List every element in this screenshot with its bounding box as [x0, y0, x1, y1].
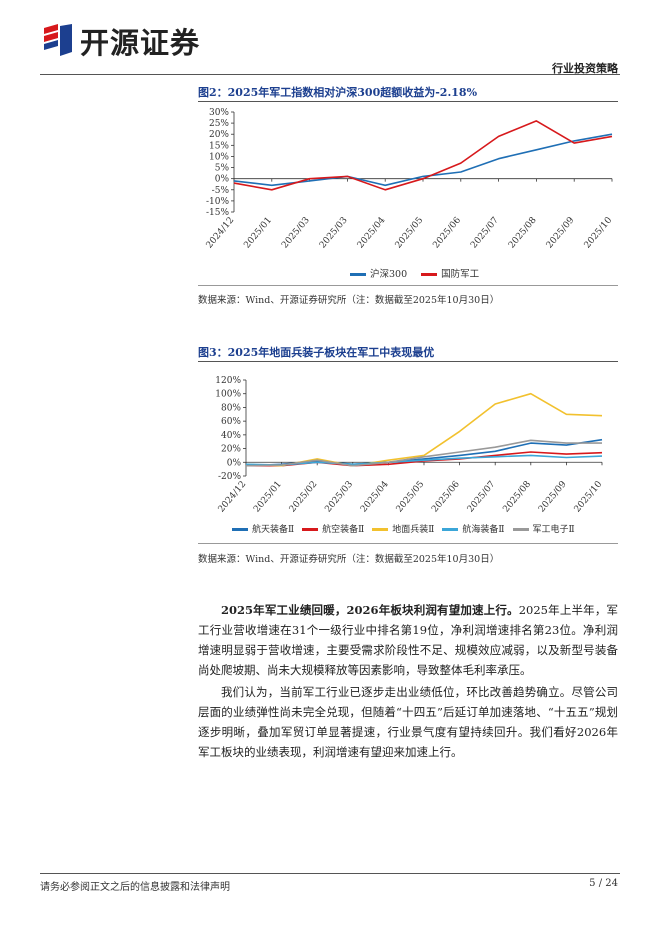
x-tick-label: 2025/08	[507, 215, 539, 250]
x-tick-label: 2024/12	[205, 216, 237, 251]
x-tick-label: 2024/12	[217, 480, 249, 515]
legend-item-ground: 地面兵装Ⅱ	[372, 522, 434, 535]
y-tick-label: 100%	[215, 390, 241, 400]
y-tick-label: 30%	[209, 108, 229, 118]
figure2-source: 数据来源：Wind、开源证券研究所（注：数据截至2025年10月30日）	[198, 295, 500, 306]
y-tick-label: 40%	[221, 431, 241, 441]
x-tick-label: 2025/01	[242, 216, 274, 251]
x-tick-label: 2025/10	[573, 479, 605, 514]
footer-divider	[40, 873, 620, 874]
document-type: 行业投资策略	[552, 62, 618, 75]
x-tick-label: 2025/09	[537, 479, 569, 514]
y-tick-label: -5%	[212, 186, 230, 196]
x-tick-label: 2025/10	[583, 215, 615, 250]
figure3-source: 数据来源：Wind、开源证券研究所（注：数据截至2025年10月30日）	[198, 554, 500, 565]
x-tick-label: 2025/03	[280, 215, 312, 250]
figure2-title: 图2：2025年军工指数相对沪深300超额收益为-2.18%	[198, 86, 478, 99]
figure2-title-rule	[198, 101, 618, 102]
series-line-1	[233, 120, 613, 191]
x-tick-label: 2025/07	[466, 479, 498, 514]
y-tick-label: -20%	[218, 472, 241, 482]
series-line-2	[245, 392, 603, 467]
y-tick-label: 80%	[221, 403, 241, 413]
x-tick-label: 2025/04	[356, 215, 388, 250]
x-tick-label: 2025/09	[545, 215, 577, 250]
company-name: 开源证券	[80, 26, 201, 60]
y-tick-label: 15%	[209, 141, 229, 151]
body-paragraph-2: 我们认为，当前军工行业已逐步走出业绩低位，环比改善趋势确立。尽管公司层面的业绩弹…	[198, 682, 618, 762]
x-tick-label: 2025/04	[359, 479, 391, 514]
x-tick-label: 2025/02	[288, 480, 320, 515]
legend-item-aviation: 航空装备Ⅱ	[302, 522, 364, 535]
legend-item-aerospace: 航天装备Ⅱ	[232, 522, 294, 535]
header-divider	[40, 74, 620, 75]
paragraph-lead: 2025年军工业绩回暖，2026年板块利润有望加速上行。	[221, 603, 519, 617]
y-tick-label: 120%	[215, 376, 241, 386]
figure2-legend: 沪深300 国防军工	[350, 266, 479, 280]
x-tick-label: 2025/06	[430, 479, 462, 514]
page-number: 5 / 24	[589, 878, 618, 889]
figure3-title-rule	[198, 361, 618, 362]
y-tick-label: 0%	[227, 458, 242, 468]
y-tick-label: 25%	[209, 119, 229, 129]
y-tick-label: 20%	[209, 130, 229, 140]
figure2-bottom-rule	[198, 285, 618, 286]
legend-item-naval: 航海装备Ⅱ	[442, 522, 505, 535]
paragraph-text: 我们认为，当前军工行业已逐步走出业绩低位，环比改善趋势确立。尽管公司层面的业绩弹…	[198, 685, 618, 759]
legend-item-hs300: 沪深300	[350, 266, 407, 280]
series-line-3	[245, 454, 603, 466]
company-logo-mark	[44, 24, 72, 56]
figure3-title: 图3：2025年地面兵装子板块在军工中表现最优	[198, 346, 435, 359]
x-tick-label: 2025/03	[318, 215, 350, 250]
paragraph-text: 2025年上半年，军工行业营收增速在31个一级行业中排名第19位，净利润增速排名…	[198, 603, 618, 677]
y-tick-label: 5%	[215, 164, 230, 174]
series-line-0	[233, 133, 613, 187]
x-tick-label: 2025/05	[395, 479, 427, 514]
figure2-chart: 30%25%20%15%10%5%0%-5%-10%-15%2024/12 202…	[205, 108, 615, 251]
y-tick-label: 10%	[209, 152, 229, 162]
series-line-4	[245, 439, 602, 467]
y-tick-label: 60%	[221, 417, 241, 427]
body-paragraph-1: 2025年军工业绩回暖，2026年板块利润有望加速上行。2025年上半年，军工行…	[198, 600, 618, 680]
footer-disclaimer: 请务必参阅正文之后的信息披露和法律声明	[40, 882, 230, 893]
x-tick-label: 2025/03	[323, 479, 355, 514]
figure3-chart: 120% 100% 80% 60% 40% 20% 0% -20%2024/12 2025/01…	[215, 376, 605, 515]
y-tick-label: 20%	[221, 445, 241, 455]
y-tick-label: 0%	[215, 175, 230, 185]
legend-item-defense: 国防军工	[421, 266, 479, 280]
figure3-legend: 航天装备Ⅱ 航空装备Ⅱ 地面兵装Ⅱ 航海装备Ⅱ 军工电子Ⅱ	[232, 522, 575, 535]
x-tick-label: 2025/01	[252, 480, 284, 515]
y-tick-label: -15%	[206, 208, 229, 218]
x-tick-label: 2025/06	[431, 215, 463, 250]
x-tick-label: 2025/07	[469, 215, 501, 250]
x-tick-label: 2025/05	[394, 215, 426, 250]
y-tick-label: -10%	[206, 197, 229, 207]
legend-item-electronics: 军工电子Ⅱ	[512, 522, 575, 535]
x-tick-label: 2025/08	[501, 479, 533, 514]
figure3-bottom-rule	[198, 543, 618, 544]
